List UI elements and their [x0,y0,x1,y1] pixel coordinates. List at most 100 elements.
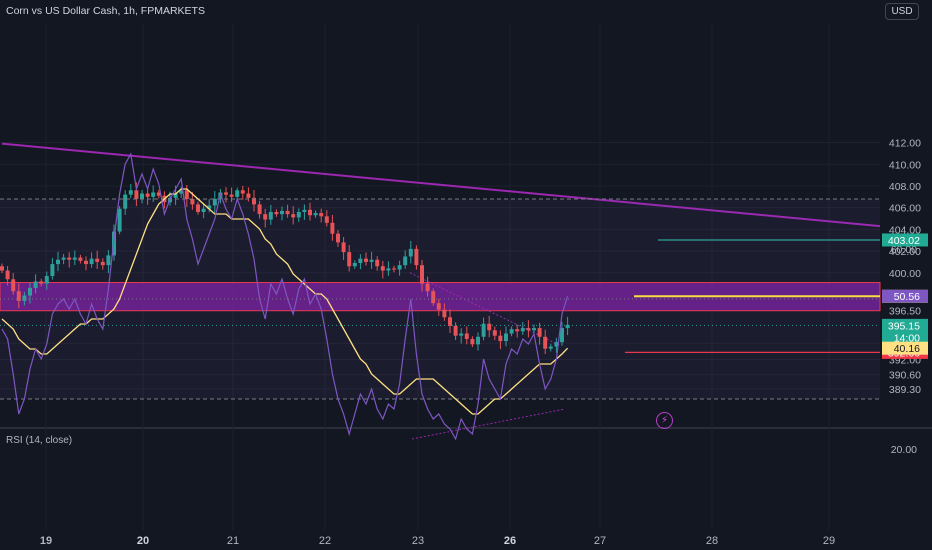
candle-body[interactable] [453,325,458,336]
candle-body[interactable] [369,259,374,262]
candle-body[interactable] [431,291,436,304]
candle-body[interactable] [11,279,16,292]
candle-body[interactable] [302,209,307,212]
candle-body[interactable] [459,333,464,336]
candle-body[interactable] [442,309,447,318]
candle-body[interactable] [117,208,122,232]
candle-body[interactable] [364,258,368,262]
candle-body[interactable] [336,233,340,243]
candle-body[interactable] [72,257,77,260]
candle-body[interactable] [481,323,486,337]
candle-body[interactable] [347,252,352,267]
candle-body[interactable] [106,255,111,266]
candle-body[interactable] [341,242,346,253]
candle-body[interactable] [425,283,430,292]
candle-body[interactable] [39,281,44,284]
candle-body[interactable] [229,194,234,197]
candle-body[interactable] [548,346,553,349]
rsi-indicator-title[interactable]: RSI (14, close) [6,435,73,446]
candle-body[interactable] [319,213,324,217]
candle-body[interactable] [554,342,559,347]
candle-body[interactable] [224,192,228,195]
candle-body[interactable] [145,193,150,197]
candle-body[interactable] [464,333,469,339]
currency-button[interactable]: USD [885,3,919,20]
candle-body[interactable] [78,257,83,261]
candle-body[interactable] [156,192,161,196]
candle-body[interactable] [420,265,424,284]
candle-body[interactable] [252,197,256,205]
candle-body[interactable] [179,190,184,194]
candle-body[interactable] [84,260,88,265]
candle-body[interactable] [408,248,413,257]
candle-body[interactable] [50,264,55,277]
candle-body[interactable] [257,204,262,215]
candle-body[interactable] [560,328,564,343]
candle-body[interactable] [392,268,396,270]
candle-body[interactable] [448,317,452,326]
candle-body[interactable] [308,209,312,216]
candle-body[interactable] [44,276,49,284]
candle-body[interactable] [95,258,100,262]
candle-body[interactable] [140,193,144,199]
candle-body[interactable] [128,190,133,195]
candle-body[interactable] [151,192,156,197]
candle-body[interactable] [56,259,60,265]
candle-body[interactable] [89,258,94,265]
candle-body[interactable] [470,338,475,345]
candle-body[interactable] [196,204,200,212]
candle-body[interactable] [235,190,240,197]
candle-body[interactable] [520,328,525,332]
candle-body[interactable] [537,328,542,337]
candle-body[interactable] [61,257,66,260]
rsi-line[interactable] [1,152,569,441]
candle-body[interactable] [184,190,189,199]
candle-body[interactable] [509,329,514,334]
candle-body[interactable] [492,330,497,336]
candle-body[interactable] [33,281,38,288]
candle-body[interactable] [436,303,441,310]
candle-body[interactable] [173,193,178,198]
candle-body[interactable] [504,333,508,342]
candle-body[interactable] [123,194,128,209]
candle-body[interactable] [380,266,385,271]
candle-body[interactable] [358,258,363,263]
candle-body[interactable] [28,287,32,296]
candle-body[interactable] [268,211,273,220]
candle-body[interactable] [375,259,380,267]
candle-body[interactable] [22,295,27,301]
candle-body[interactable] [263,214,268,220]
rsi-divergence-line[interactable] [411,408,566,440]
lightning-icon[interactable]: ⚡ [656,412,673,429]
candle-body[interactable] [67,257,72,260]
candle-body[interactable] [16,291,21,301]
candle-body[interactable] [190,198,195,205]
candle-body[interactable] [240,190,245,194]
candle-body[interactable] [526,328,531,331]
candle-body[interactable] [498,335,503,342]
candle-body[interactable] [296,211,301,218]
candle-body[interactable] [246,193,251,198]
candle-body[interactable] [280,210,284,215]
descending-trendline[interactable] [1,142,881,228]
candle-body[interactable] [212,198,217,206]
candle-body[interactable] [274,211,279,215]
candle-body[interactable] [330,222,335,234]
candle-body[interactable] [565,324,570,329]
candle-body[interactable] [291,214,296,218]
candle-body[interactable] [313,213,318,216]
candle-body[interactable] [543,336,548,349]
candle-body[interactable] [285,210,290,215]
candle-body[interactable] [397,265,402,270]
candle-body[interactable] [134,190,139,199]
candle-body[interactable] [476,336,480,345]
candle-body[interactable] [207,205,212,209]
candle-body[interactable] [0,266,4,271]
candle-body[interactable] [352,262,357,267]
candle-body[interactable] [487,323,492,331]
candle-body[interactable] [414,248,419,266]
candle-body[interactable] [324,216,329,223]
candle-body[interactable] [5,270,10,280]
candle-body[interactable] [532,328,536,331]
